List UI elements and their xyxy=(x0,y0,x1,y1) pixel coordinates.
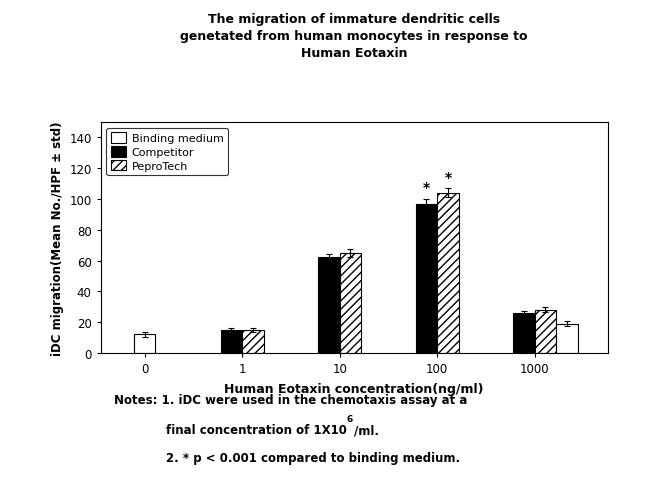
Bar xyxy=(221,330,242,353)
Y-axis label: iDC migration(Mean No./HPF ± std): iDC migration(Mean No./HPF ± std) xyxy=(51,121,64,355)
Text: Notes: 1. iDC were used in the chemotaxis assay at a: Notes: 1. iDC were used in the chemotaxi… xyxy=(114,393,467,406)
Bar xyxy=(339,254,361,353)
Text: final concentration of 1X10: final concentration of 1X10 xyxy=(166,423,346,436)
Legend: Binding medium, Competitor, PeproTech: Binding medium, Competitor, PeproTech xyxy=(107,128,228,176)
Bar xyxy=(556,324,577,353)
Bar xyxy=(534,310,556,353)
Bar xyxy=(134,335,155,353)
Bar xyxy=(318,258,339,353)
Text: *: * xyxy=(423,181,430,195)
Bar xyxy=(437,193,458,353)
Bar xyxy=(514,313,534,353)
Bar xyxy=(416,204,437,353)
Text: /ml.: /ml. xyxy=(354,423,378,436)
Bar xyxy=(242,330,264,353)
Text: *: * xyxy=(445,170,451,184)
Text: 2. * p < 0.001 compared to binding medium.: 2. * p < 0.001 compared to binding mediu… xyxy=(166,451,460,464)
Text: The migration of immature dendritic cells
genetated from human monocytes in resp: The migration of immature dendritic cell… xyxy=(181,13,528,60)
Text: 6: 6 xyxy=(346,414,353,423)
X-axis label: Human Eotaxin concentration(ng/ml): Human Eotaxin concentration(ng/ml) xyxy=(224,382,484,395)
